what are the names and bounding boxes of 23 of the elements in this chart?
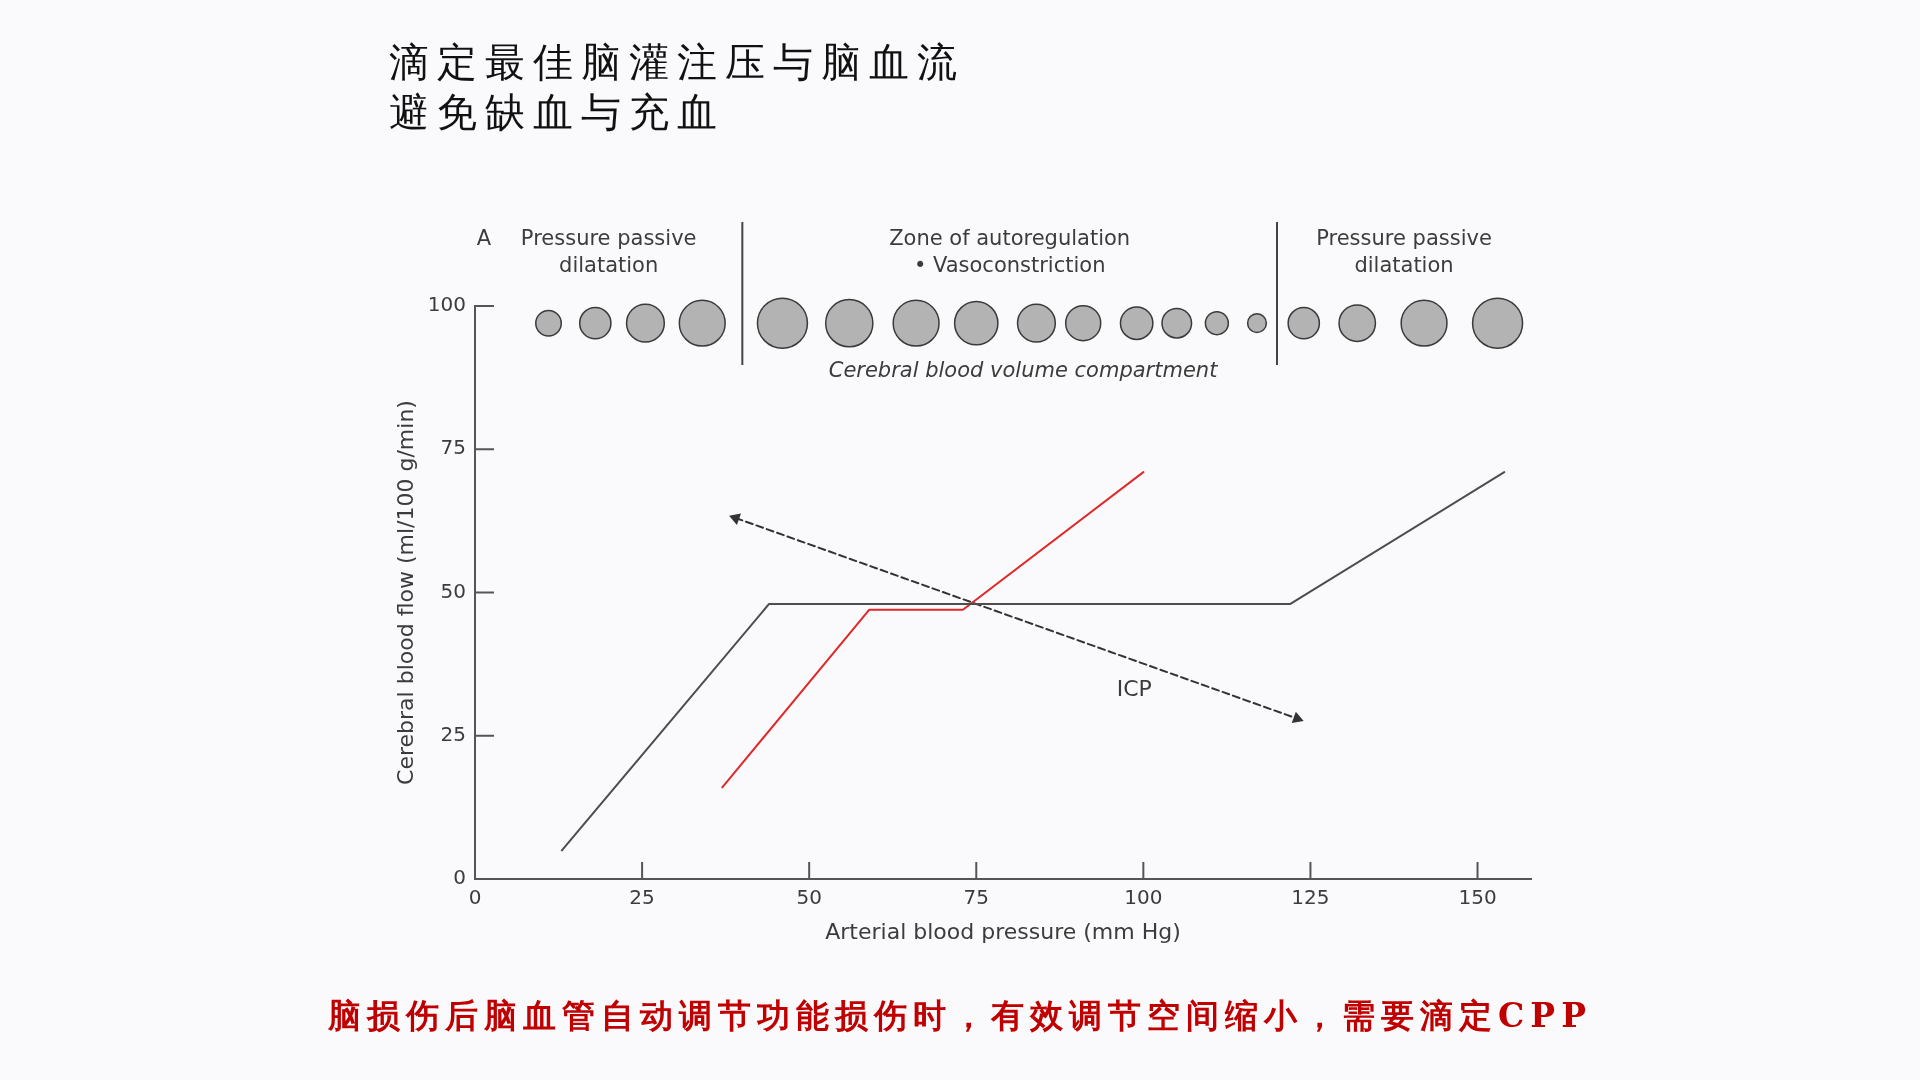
y-tick-label: 25	[440, 721, 466, 746]
y-tick-label: 100	[427, 292, 466, 317]
x-tick-label: 0	[468, 885, 482, 910]
x-tick-label: 125	[1291, 885, 1330, 910]
y-tick-label: 50	[440, 578, 466, 603]
text: Pressure passive dilatation	[1316, 226, 1492, 278]
y-tick-label: 0	[453, 865, 466, 890]
text: A	[476, 226, 492, 251]
chart-subtitle: 避免缺血与充血	[389, 88, 725, 136]
series-label: Cerebral blood volume compartment	[828, 357, 1219, 382]
text: 脑损伤后脑血管自动调节功能损伤时，有效调节空间缩小，需要滴定CPP	[327, 995, 1593, 1037]
y-axis-title: Cerebral blood flow (ml/100 g/min)	[392, 400, 418, 785]
chart-title: 滴定最佳脑灌注压与脑血流	[389, 38, 965, 86]
x-axis-title: Arterial blood pressure (mm Hg)	[825, 918, 1181, 944]
x-tick-label: 25	[629, 885, 655, 910]
x-tick-label: 50	[796, 885, 822, 910]
series-label: ICP	[1116, 676, 1152, 702]
y-tick-label: 75	[440, 435, 466, 460]
x-tick-label: 75	[963, 885, 989, 910]
x-tick-label: 150	[1458, 885, 1497, 910]
x-tick-label: 100	[1124, 885, 1163, 910]
text: Zone of autoregulation • Vasoconstriction	[889, 226, 1131, 278]
text: Pressure passive dilatation	[520, 226, 697, 278]
